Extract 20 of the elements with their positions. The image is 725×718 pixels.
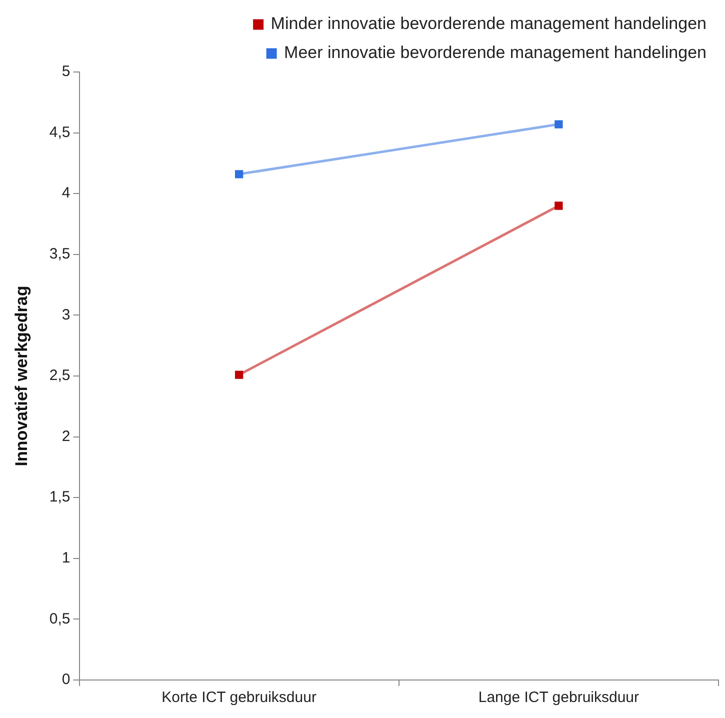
point bbox=[554, 202, 563, 210]
y-tick-label: 3,5 bbox=[49, 246, 70, 263]
x-tick-label: Lange ICT gebruiksduur bbox=[478, 689, 640, 706]
y-tick-label: 0 bbox=[62, 671, 70, 688]
y-tick-label: 0,5 bbox=[49, 610, 70, 628]
x-tick-label: Korte ICT gebruiksduur bbox=[162, 689, 316, 706]
y-tick-label: 2 bbox=[62, 428, 70, 445]
legend-label: Minder innovatie bevorderende management handelingen bbox=[270, 14, 707, 34]
legend-label: Meer innovatie bevorderende management handelingen bbox=[284, 43, 707, 62]
y-tick-label: 4,5 bbox=[49, 124, 70, 141]
y-axis-title: Innovatief werkgedrag bbox=[12, 286, 31, 466]
y-tick-label: 5 bbox=[62, 63, 70, 80]
y-tick-label: 1 bbox=[62, 550, 70, 567]
point bbox=[234, 370, 244, 379]
y-tick-label: 3 bbox=[62, 306, 70, 324]
point bbox=[234, 170, 244, 178]
y-tick-label: 4 bbox=[62, 184, 70, 202]
y-tick-label: 2,5 bbox=[49, 367, 70, 384]
y-tick-label: 1,5 bbox=[49, 488, 70, 506]
point bbox=[554, 120, 563, 128]
